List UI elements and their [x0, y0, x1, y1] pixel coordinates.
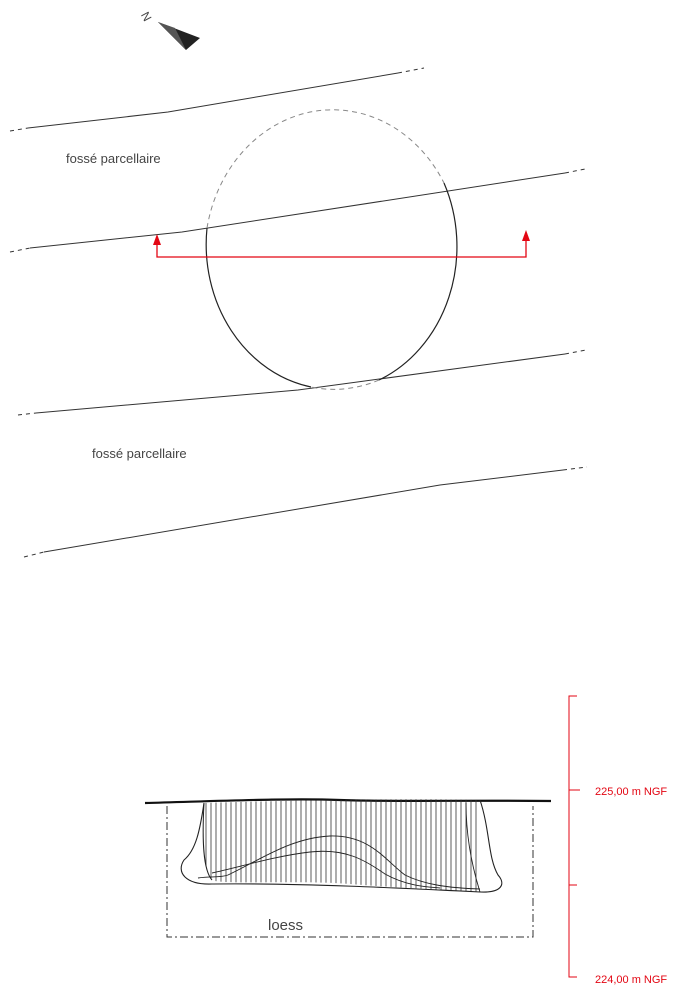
- loess-label: loess: [268, 917, 303, 934]
- ditch-label-upper: fossé parcellaire: [66, 151, 161, 166]
- north-arrow-icon: N: [138, 9, 200, 50]
- elevation-scale: [568, 695, 580, 978]
- ditch-upper: [9, 67, 586, 253]
- scale-label-lower: 224,00 m NGF: [595, 974, 667, 986]
- ditch-label-lower: fossé parcellaire: [92, 446, 187, 461]
- scale-label-upper: 225,00 m NGF: [595, 786, 667, 798]
- north-letter: N: [138, 9, 154, 23]
- ditch-lower: [17, 349, 588, 558]
- section-marker: [153, 230, 530, 258]
- pit-outline: [205, 109, 458, 390]
- section-profile: [144, 798, 552, 938]
